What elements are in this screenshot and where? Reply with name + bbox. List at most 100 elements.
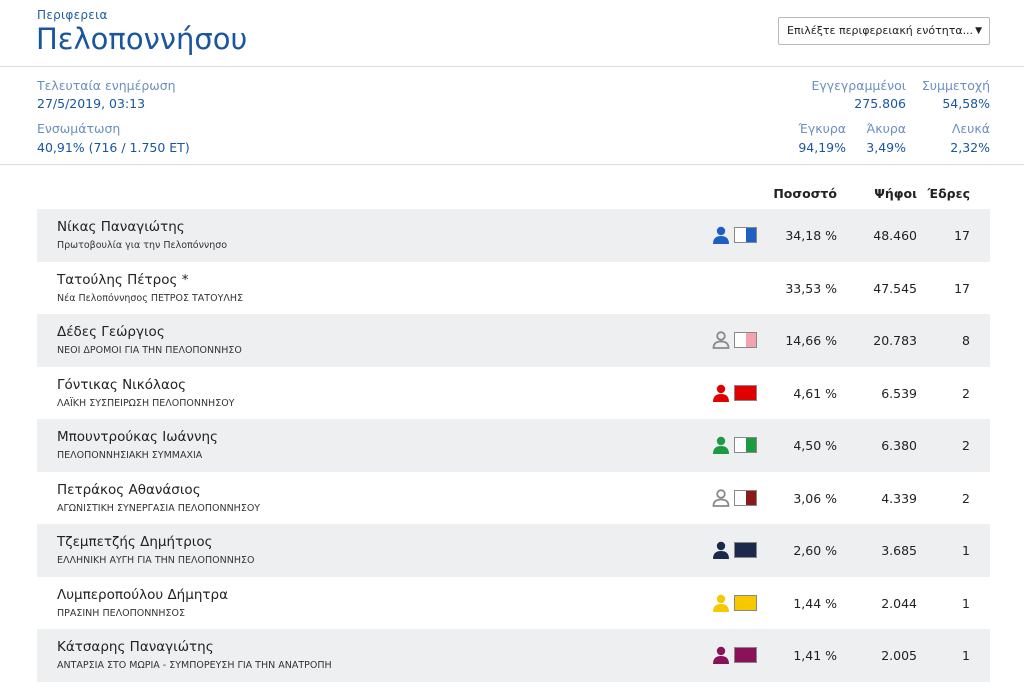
table-row[interactable]: Κάτσαρης Παναγιώτης ΑΝΤΑΡΣΙΑ ΣΤΟ ΜΩΡΙΑ - … — [37, 629, 990, 682]
vote-percent: 3,06 % — [793, 490, 837, 506]
vote-percent: 4,50 % — [793, 438, 837, 453]
vote-count: 6.539 — [881, 385, 917, 401]
candidate-name: Νίκας Παναγιώτης — [57, 219, 185, 235]
party-name: ΑΓΩΝΙΣΤΙΚΗ ΣΥΝΕΡΓΑΣΙΑ ΠΕΛΟΠΟΝΝΗΣΟΥ — [57, 502, 261, 514]
party-indicator — [711, 646, 759, 664]
person-outline-icon — [711, 488, 731, 507]
stats-panel: Τελευταία ενημέρωση 27/5/2019, 03:13 Ενσ… — [0, 67, 1024, 165]
candidate-name: Γόντικας Νικόλαος — [57, 376, 187, 393]
table-row[interactable]: Τζεμπετζής Δημήτριος ΕΛΛΗΝΙΚΗ ΑΥΓΗ ΓΙΑ ΤΗ… — [37, 524, 990, 577]
party-color-swatch — [734, 647, 757, 663]
table-row[interactable]: Μπουντρούκας Ιωάννης ΠΕΛΟΠΟΝΝΗΣΙΑΚΗ ΣΥΜΜΑ… — [37, 419, 990, 472]
person-icon — [711, 436, 731, 454]
vote-count: 2.005 — [881, 648, 917, 663]
party-color-swatch — [734, 489, 757, 506]
party-color-swatch — [734, 594, 757, 611]
party-indicator — [711, 226, 759, 244]
party-indicator — [711, 331, 759, 349]
column-header-percent: Ποσοστό — [773, 186, 837, 201]
table-row[interactable]: Τατούλης Πέτρος * Νέα Πελοπόννησος ΠΕΤΡΟΣ… — [37, 262, 990, 315]
vote-count: 4.339 — [881, 490, 917, 506]
region-label: Περιφερεια — [37, 8, 108, 22]
blank-value: 2,32% — [950, 140, 990, 155]
party-name: Νέα Πελοπόννησος ΠΕΤΡΟΣ ΤΑΤΟΥΛΗΣ — [57, 292, 244, 304]
vote-percent: 33,53 % — [785, 280, 837, 296]
party-color-swatch — [734, 437, 757, 453]
candidate-name: Μπουντρούκας Ιωάννης — [57, 429, 218, 445]
table-row[interactable]: Λυμπεροπούλου Δήμητρα ΠΡΑΣΙΝΗ ΠΕΛΟΠΟΝΝΗΣΟ… — [37, 577, 990, 630]
integration-value: 40,91% (716 / 1.750 ΕΤ) — [37, 140, 190, 155]
last-update-label: Τελευταία ενημέρωση — [37, 78, 176, 93]
candidate-name: Λυμπεροπούλου Δήμητρα — [57, 586, 228, 603]
table-row[interactable]: Δέδες Γεώργιος ΝΕΟΙ ΔΡΟΜΟΙ ΓΙΑ ΤΗΝ ΠΕΛΟΠΟ… — [37, 314, 990, 367]
party-indicator — [711, 488, 759, 507]
party-name: ΠΡΑΣΙΝΗ ΠΕΛΟΠΟΝΝΗΣΟΣ — [57, 607, 186, 619]
turnout-value: 54,58% — [942, 96, 990, 111]
registered-value: 275.806 — [854, 96, 906, 111]
region-header: Περιφερεια Πελοποννήσου Επιλέξτε περιφερ… — [0, 0, 1024, 67]
seat-count: 2 — [962, 385, 970, 401]
party-indicator — [711, 436, 759, 454]
vote-percent: 1,44 % — [793, 595, 837, 611]
table-row[interactable]: Γόντικας Νικόλαος ΛΑΪΚΗ ΣΥΣΠΕΙΡΩΣΗ ΠΕΛΟΠΟ… — [37, 367, 990, 420]
person-icon — [711, 646, 731, 664]
vote-percent: 34,18 % — [785, 228, 837, 243]
person-icon — [711, 384, 731, 402]
party-indicator — [711, 384, 759, 402]
candidate-name: Δέδες Γεώργιος — [57, 324, 165, 340]
registered-label: Εγγεγραμμένοι — [811, 78, 906, 93]
party-indicator — [711, 541, 759, 559]
person-icon — [711, 594, 731, 612]
vote-percent: 4,61 % — [793, 385, 837, 401]
vote-percent: 1,41 % — [793, 648, 837, 663]
person-icon — [711, 226, 731, 244]
region-name: Πελοποννήσου — [36, 22, 248, 56]
seat-count: 17 — [954, 228, 970, 243]
candidate-name: Τζεμπετζής Δημήτριος — [57, 534, 213, 550]
vote-count: 2.044 — [881, 595, 917, 611]
seat-count: 1 — [962, 595, 970, 611]
seat-count: 2 — [962, 490, 970, 506]
party-indicator — [711, 594, 759, 612]
last-update-value: 27/5/2019, 03:13 — [37, 96, 146, 111]
party-name: ΕΛΛΗΝΙΚΗ ΑΥΓΗ ΓΙΑ ΤΗΝ ΠΕΛΟΠΟΝΝΗΣΟ — [57, 555, 255, 566]
party-name: Πρωτοβουλία για την Πελοπόννησο — [57, 240, 228, 251]
vote-count: 48.460 — [873, 228, 917, 243]
invalid-label: Άκυρα — [866, 121, 906, 136]
vote-count: 47.545 — [873, 280, 917, 296]
regional-unit-select[interactable]: Επιλέξτε περιφερειακή ενότητα... ▼ — [778, 17, 990, 45]
party-name: ΝΕΟΙ ΔΡΟΜΟΙ ΓΙΑ ΤΗΝ ΠΕΛΟΠΟΝΝΗΣΟ — [57, 345, 242, 356]
vote-count: 3.685 — [881, 543, 917, 558]
turnout-label: Συμμετοχή — [921, 78, 990, 93]
party-name: ΑΝΤΑΡΣΙΑ ΣΤΟ ΜΩΡΙΑ - ΣΥΜΠΟΡΕΥΣΗ ΓΙΑ ΤΗΝ … — [57, 660, 332, 671]
party-color-swatch — [734, 542, 757, 558]
party-color-swatch — [734, 332, 757, 348]
table-row[interactable]: Νίκας Παναγιώτης Πρωτοβουλία για την Πελο… — [37, 209, 990, 262]
column-header-seats: Έδρες — [927, 186, 970, 201]
seat-count: 1 — [962, 648, 970, 663]
person-icon — [711, 541, 731, 559]
column-header-votes: Ψήφοι — [874, 186, 917, 201]
blank-label: Λευκά — [951, 121, 990, 136]
valid-value: 94,19% — [798, 140, 846, 155]
party-name: ΛΑΪΚΗ ΣΥΣΠΕΙΡΩΣΗ ΠΕΛΟΠΟΝΝΗΣΟΥ — [57, 397, 235, 409]
valid-label: Έγκυρα — [798, 121, 847, 136]
party-color-swatch — [734, 384, 757, 401]
seat-count: 1 — [962, 543, 970, 558]
vote-percent: 2,60 % — [793, 543, 837, 558]
vote-count: 6.380 — [881, 438, 917, 453]
table-row[interactable]: Πετράκος Αθανάσιος ΑΓΩΝΙΣΤΙΚΗ ΣΥΝΕΡΓΑΣΙΑ … — [37, 472, 990, 525]
candidate-name: Πετράκος Αθανάσιος — [57, 481, 201, 498]
seat-count: 17 — [954, 280, 970, 296]
vote-percent: 14,66 % — [785, 333, 837, 348]
person-outline-icon — [711, 331, 731, 349]
vote-count: 20.783 — [873, 333, 917, 348]
candidate-name: Τατούλης Πέτρος * — [57, 271, 189, 288]
regional-unit-select-value: Επιλέξτε περιφερειακή ενότητα... — [787, 24, 974, 37]
seat-count: 2 — [962, 438, 970, 453]
seat-count: 8 — [962, 333, 970, 348]
chevron-down-icon: ▼ — [975, 26, 982, 36]
integration-label: Ενσωμάτωση — [37, 121, 121, 136]
invalid-value: 3,49% — [866, 140, 906, 155]
party-name: ΠΕΛΟΠΟΝΝΗΣΙΑΚΗ ΣΥΜΜΑΧΙΑ — [57, 450, 203, 461]
